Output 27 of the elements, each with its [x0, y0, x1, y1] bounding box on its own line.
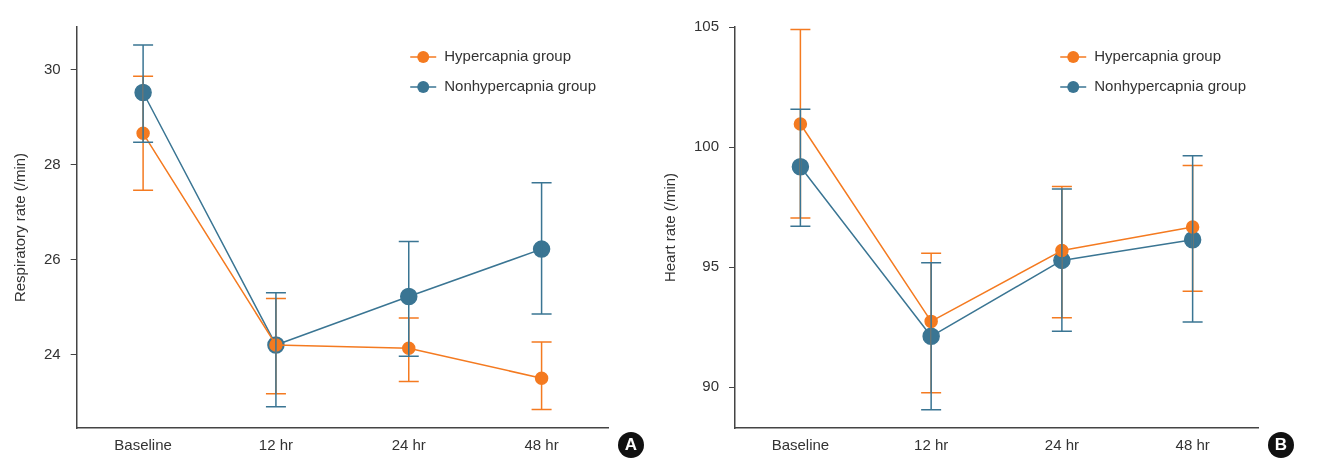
y-tick-label: 95	[702, 257, 720, 275]
point	[532, 240, 551, 258]
y-tick-label: 105	[694, 17, 720, 35]
text: A	[618, 432, 644, 458]
legend-label: Hypercapnia group	[1094, 47, 1221, 65]
point	[791, 158, 810, 176]
legend-label: Nonhypercapnia group	[1094, 77, 1247, 95]
y-axis-title: Respiratory rate (/min)	[11, 152, 29, 303]
y-tick-label: 26	[44, 249, 61, 267]
point	[534, 371, 549, 385]
y-tick-label: 24	[44, 344, 61, 362]
x-tick-label: Baseline	[114, 436, 172, 454]
x-tick-label: 12 hr	[258, 436, 294, 454]
y-tick-label: 30	[44, 59, 61, 77]
text: B	[1268, 432, 1294, 458]
legend-label: Nonhypercapnia group	[444, 77, 597, 95]
y-tick-label: 28	[44, 154, 61, 172]
x-tick-label: 24 hr	[391, 436, 426, 454]
y-tick-label: 90	[702, 377, 720, 395]
x-tick-label: Baseline	[771, 436, 830, 454]
y-axis-title: Heart rate (/min)	[661, 172, 679, 283]
x-tick-label: 48 hr	[524, 436, 559, 454]
x-tick-label: 12 hr	[914, 436, 949, 454]
x-tick-label: 48 hr	[1175, 436, 1210, 454]
y-tick-label: 100	[694, 137, 720, 155]
legend-label: Hypercapnia group	[444, 47, 571, 65]
x-tick-label: 24 hr	[1044, 436, 1079, 454]
